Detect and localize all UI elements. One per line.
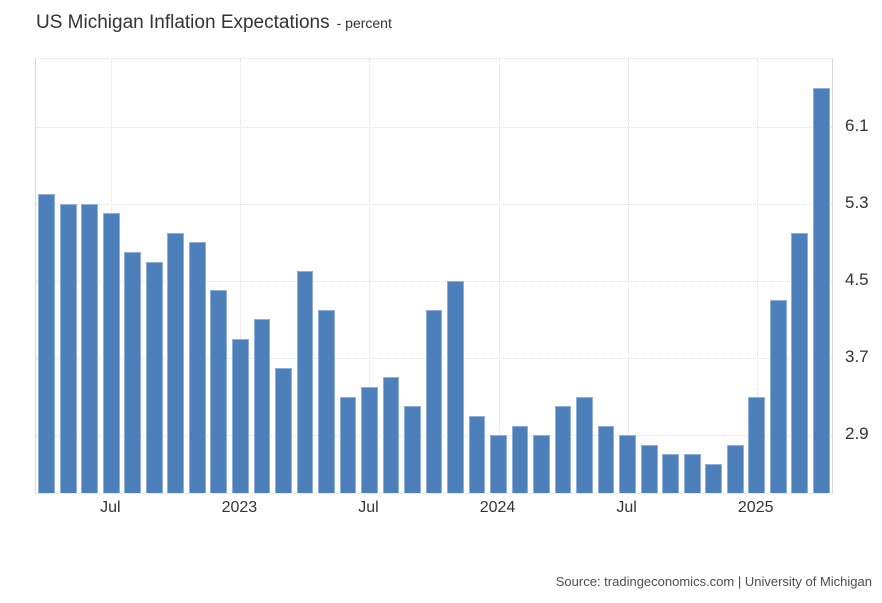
bar-mar-2023[interactable] bbox=[275, 367, 292, 493]
bar-sep-2022[interactable] bbox=[145, 261, 163, 493]
bar-oct-2022[interactable] bbox=[167, 232, 185, 493]
bar-jul-2024[interactable] bbox=[619, 435, 636, 493]
bar-feb-2025[interactable] bbox=[769, 300, 787, 493]
y-tick-label: 3.7 bbox=[845, 346, 869, 366]
bar-aug-2024[interactable] bbox=[640, 444, 658, 493]
chart-title: US Michigan Inflation Expectations bbox=[36, 12, 330, 33]
bar-dec-2023[interactable] bbox=[468, 415, 486, 493]
gridline-v bbox=[627, 59, 629, 493]
bar-jun-2022[interactable] bbox=[81, 203, 99, 493]
bar-jan-2023[interactable] bbox=[231, 338, 249, 493]
bar-may-2023[interactable] bbox=[318, 309, 335, 493]
chart-subtitle: - percent bbox=[336, 15, 392, 31]
gridline-h bbox=[36, 126, 832, 128]
gridline-v bbox=[369, 59, 371, 493]
chart-header: US Michigan Inflation Expectations - per… bbox=[36, 12, 392, 34]
x-axis-labels: Jul 2023 Jul 2024 Jul 2025 bbox=[35, 499, 831, 521]
bar-may-2024[interactable] bbox=[576, 396, 593, 493]
y-tick-label: 4.5 bbox=[845, 269, 869, 289]
bar-nov-2023[interactable] bbox=[447, 280, 464, 493]
x-tick-label: 2023 bbox=[221, 499, 258, 516]
x-tick-label: Jul bbox=[100, 499, 121, 516]
bar-feb-2024[interactable] bbox=[511, 425, 529, 493]
bar-dec-2024[interactable] bbox=[726, 444, 744, 493]
x-tick-label: 2025 bbox=[737, 499, 774, 516]
bar-jan-2025[interactable] bbox=[748, 396, 766, 493]
bar-aug-2022[interactable] bbox=[124, 251, 142, 493]
gridline-h bbox=[36, 280, 832, 282]
bar-nov-2022[interactable] bbox=[188, 242, 206, 493]
bar-may-2022[interactable] bbox=[59, 203, 77, 493]
source-credit: Source: tradingeconomics.com | Universit… bbox=[555, 574, 872, 589]
bar-nov-2024[interactable] bbox=[705, 464, 723, 493]
bar-apr-2025[interactable] bbox=[812, 87, 830, 493]
gridline-h bbox=[36, 203, 832, 205]
bar-aug-2023[interactable] bbox=[382, 377, 400, 493]
bar-jan-2024[interactable] bbox=[490, 435, 507, 493]
bar-dec-2022[interactable] bbox=[210, 290, 228, 493]
x-tick-label: Jul bbox=[616, 499, 637, 516]
x-tick-label: Jul bbox=[358, 499, 379, 516]
plot-area bbox=[35, 58, 833, 494]
bar-mar-2025[interactable] bbox=[791, 232, 809, 493]
bar-feb-2023[interactable] bbox=[253, 319, 271, 493]
bar-sep-2024[interactable] bbox=[662, 454, 680, 493]
y-tick-label: 6.1 bbox=[845, 115, 869, 135]
bar-sep-2023[interactable] bbox=[404, 406, 421, 493]
x-tick-label: 2024 bbox=[479, 499, 516, 516]
bar-apr-2024[interactable] bbox=[554, 406, 572, 493]
gridline-v bbox=[240, 59, 242, 493]
bar-jul-2022[interactable] bbox=[102, 213, 120, 493]
y-axis-labels: 6.1 5.3 4.5 3.7 2.9 bbox=[845, 58, 881, 492]
bar-oct-2024[interactable] bbox=[683, 454, 701, 493]
bar-mar-2024[interactable] bbox=[533, 435, 550, 493]
bar-apr-2023[interactable] bbox=[296, 271, 314, 493]
bar-jul-2023[interactable] bbox=[361, 386, 378, 493]
bar-apr-2022[interactable] bbox=[38, 194, 56, 493]
y-tick-label: 5.3 bbox=[845, 192, 869, 212]
gridline-v bbox=[498, 59, 500, 493]
gridline-v bbox=[756, 59, 758, 493]
bar-jun-2024[interactable] bbox=[597, 425, 615, 493]
bar-oct-2023[interactable] bbox=[425, 309, 443, 493]
y-tick-label: 2.9 bbox=[845, 424, 869, 444]
bar-jun-2023[interactable] bbox=[339, 396, 357, 493]
